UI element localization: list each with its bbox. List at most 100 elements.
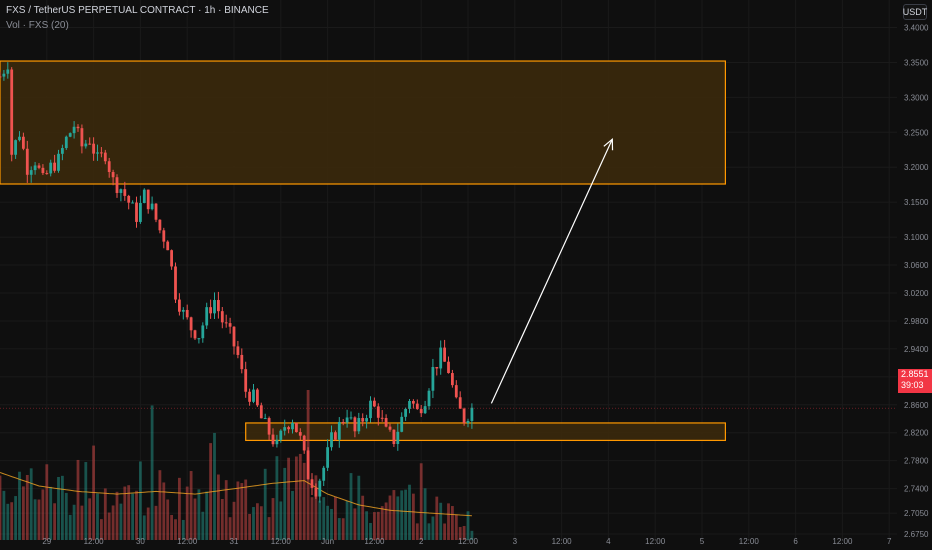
volume-bar <box>236 481 240 540</box>
volume-bar <box>232 501 236 540</box>
time-tick-label: 12:00 <box>645 537 666 546</box>
candle-body <box>279 430 283 440</box>
candle-body <box>92 143 95 154</box>
volume-bar <box>49 486 53 540</box>
volume-bar <box>76 459 80 540</box>
candle-body <box>217 300 220 312</box>
candle-body <box>201 325 205 339</box>
volume-bar <box>220 498 224 540</box>
price-tick-label: 2.6750 <box>904 530 929 539</box>
volume-bar <box>131 493 134 540</box>
volume-bar <box>84 462 88 540</box>
volume-bar <box>287 457 290 540</box>
candle-body <box>345 417 349 423</box>
time-tick-label: 12:00 <box>177 537 198 546</box>
candle-body <box>232 326 236 347</box>
volume-bar <box>392 490 396 540</box>
volume-bar <box>158 470 162 540</box>
volume-bar <box>6 503 10 540</box>
candle-body <box>361 418 365 422</box>
candle-body <box>454 385 458 398</box>
volume-bar <box>454 514 458 540</box>
volume-bar <box>267 517 271 540</box>
volume-bar <box>341 518 345 540</box>
volume-bar <box>302 462 306 540</box>
price-tick-label: 2.9800 <box>904 317 929 326</box>
candle-body <box>427 390 431 407</box>
volume-bar <box>61 475 64 540</box>
candle-body <box>388 426 392 430</box>
volume-bar <box>150 405 154 540</box>
candle-body <box>68 133 72 137</box>
candle-body <box>248 391 251 402</box>
candle-body <box>6 69 10 74</box>
volume-bar <box>2 490 6 540</box>
candle-body <box>353 417 357 432</box>
candle-body <box>197 338 201 340</box>
candle-body <box>443 347 446 362</box>
last-price-value: 2.8551 <box>901 369 929 379</box>
candle-body <box>96 152 99 154</box>
volume-bar <box>115 491 119 540</box>
volume-bar <box>41 489 45 540</box>
volume-bar <box>466 511 470 540</box>
volume-bar <box>154 505 158 540</box>
volume-bar <box>100 519 103 540</box>
volume-bar <box>275 456 279 540</box>
candle-body <box>0 76 2 78</box>
candle-body <box>25 148 29 175</box>
volume-bar <box>388 495 392 540</box>
volume-bar <box>435 496 439 540</box>
candle-body <box>466 420 470 424</box>
price-tick-label: 2.8600 <box>904 401 929 410</box>
currency-button[interactable]: USDT <box>903 4 927 20</box>
price-tick-label: 2.7050 <box>904 509 929 518</box>
volume-bar <box>244 479 248 540</box>
time-tick-label: 3 <box>513 537 518 546</box>
volume-bar <box>68 514 72 540</box>
candle-body <box>423 406 427 414</box>
candle-body <box>310 479 314 488</box>
volume-bar <box>396 496 400 540</box>
candle-body <box>41 167 45 174</box>
candle-body <box>111 172 115 178</box>
candle-body <box>14 140 17 155</box>
volume-bar <box>88 498 92 540</box>
volume-bar <box>57 476 60 540</box>
price-tick-label: 2.7400 <box>904 485 929 494</box>
candle-body <box>318 480 322 497</box>
time-tick-label: 7 <box>887 537 892 546</box>
price-tick-label: 2.9400 <box>904 345 929 354</box>
candle-body <box>84 143 88 147</box>
volume-bar <box>45 464 49 540</box>
price-tick-label: 3.1000 <box>904 233 929 242</box>
volume-bar <box>139 461 142 540</box>
price-tick-label: 2.7800 <box>904 457 929 466</box>
price-tick-label: 3.2000 <box>904 163 929 172</box>
candle-body <box>256 389 259 406</box>
candle-body <box>10 69 14 155</box>
volume-bar <box>330 508 333 540</box>
volume-bar <box>334 496 337 540</box>
price-zones <box>0 60 727 442</box>
candle-body <box>123 189 127 196</box>
candle-body <box>236 346 240 355</box>
volume-bar <box>447 503 450 540</box>
volume-bar <box>291 490 294 540</box>
price-tick-label: 3.0600 <box>904 261 929 270</box>
candle-body <box>419 409 423 414</box>
candle-body <box>158 219 162 231</box>
volume-bar <box>415 523 419 540</box>
volume-bar <box>228 517 232 540</box>
volume-bar <box>283 467 287 540</box>
volume-bar <box>111 505 115 540</box>
time-tick-label: 12:00 <box>552 537 573 546</box>
time-tick-label: 6 <box>793 537 798 546</box>
candle-body <box>193 330 197 339</box>
candle-body <box>135 202 138 222</box>
price-tick-label: 3.0200 <box>904 289 929 298</box>
candle-body <box>103 152 107 162</box>
volume-bar <box>326 505 329 540</box>
